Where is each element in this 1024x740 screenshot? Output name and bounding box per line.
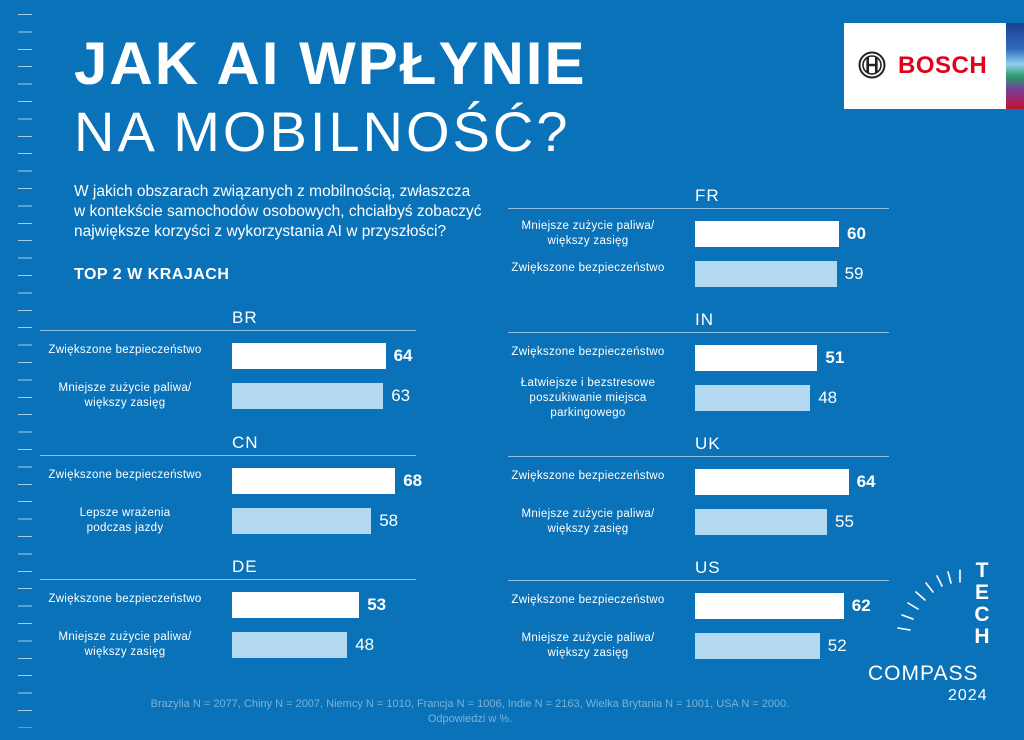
bar-value-label: 64	[856, 472, 876, 491]
question-line-3: największe korzyści z wykorzystania AI w…	[74, 223, 447, 240]
survey-question: W jakich obszarach związanych z mobilnoś…	[74, 182, 504, 242]
tech-letter-t: T	[975, 559, 989, 582]
question-line-2: w kontekście samochodów osobowych, chcia…	[74, 203, 482, 220]
bar-value-label: 60	[847, 224, 866, 243]
tech-letter-e: E	[974, 581, 989, 604]
bar	[232, 592, 360, 618]
bar-value-label: 62	[851, 596, 871, 615]
bar-label: Mniejsze zużycie paliwa/większy zasięg	[58, 631, 192, 658]
brand-color-stripe	[1006, 23, 1024, 109]
bar-label: Zwiększone bezpieczeństwo	[48, 592, 202, 605]
bar-label: Zwiększone bezpieczeństwo	[511, 593, 665, 606]
bar-label: Mniejsze zużycie paliwa/większy zasięg	[521, 508, 655, 535]
bar	[232, 383, 384, 409]
footnote-sample-sizes: Brazylia N = 2077, Chiny N = 2007, Niemc…	[150, 698, 790, 710]
bar-label: Łatwiejsze i bezstresowe poszukiwanie mie…	[520, 376, 656, 419]
panel-divider	[508, 456, 889, 457]
bar	[695, 345, 818, 371]
bar-value-label: 52	[827, 636, 847, 655]
compass-dial-icon	[897, 569, 961, 631]
country-code-us: US	[695, 558, 721, 577]
panel-divider	[40, 455, 416, 456]
footnote: Brazylia N = 2077, Chiny N = 2007, Niemc…	[90, 697, 850, 727]
panel-divider	[40, 579, 416, 580]
panel-divider	[508, 580, 889, 581]
country-code-in: IN	[695, 310, 714, 329]
bar-label: Mniejsze zużycie paliwa/większy zasięg	[58, 382, 192, 409]
bar	[695, 261, 837, 287]
bar-label: Zwiększone bezpieczeństwo	[48, 468, 202, 481]
bar-label: Mniejsze zużycie paliwa/większy zasięg	[521, 220, 655, 247]
bar-value-label: 48	[355, 635, 375, 654]
panel-divider	[508, 208, 889, 209]
footnote-units: Odpowiedzi w %.	[427, 713, 513, 725]
bar	[232, 468, 396, 494]
title-line-2: NA MOBILNOŚĆ?	[74, 100, 571, 163]
compass-wordmark: COMPASS	[868, 662, 979, 685]
bar-value-label: 63	[391, 386, 411, 405]
bar-label: Mniejsze zużycie paliwa/większy zasięg	[521, 632, 655, 659]
left-tick-ruler	[18, 14, 32, 728]
country-code-de: DE	[232, 557, 258, 576]
title-line-1: JAK AI WPŁYNIE	[74, 30, 587, 97]
country-code-br: BR	[232, 308, 258, 327]
bar	[695, 221, 839, 247]
tech-letter-c: C	[974, 603, 990, 626]
bar-value-label: 53	[367, 595, 387, 614]
bar-label: Zwiększone bezpieczeństwo	[511, 469, 665, 482]
bar-value-label: 48	[818, 388, 838, 407]
bar-label: Lepsze wrażenia podczas jazdy	[79, 507, 171, 534]
bar-value-label: 55	[835, 512, 854, 531]
section-heading: TOP 2 W KRAJACH	[74, 266, 230, 283]
tech-letter-h: H	[974, 625, 990, 648]
bar	[695, 593, 844, 619]
bar	[695, 385, 811, 411]
question-line-1: W jakich obszarach związanych z mobilnoś…	[74, 183, 471, 200]
bar	[695, 469, 849, 495]
tech-wordmark: T E C H	[971, 560, 993, 648]
bar-value-label: 51	[825, 348, 845, 367]
bar	[695, 633, 820, 659]
bar	[695, 509, 827, 535]
bosch-armature-icon	[858, 51, 886, 79]
bar	[232, 343, 386, 369]
country-code-uk: UK	[695, 434, 721, 453]
bar-value-label: 68	[403, 471, 423, 490]
bar-value-label: 58	[379, 511, 399, 530]
bar	[232, 632, 348, 658]
brand-wordmark: BOSCH	[898, 52, 988, 79]
country-code-cn: CN	[232, 433, 259, 452]
bar-value-label: 59	[844, 264, 864, 283]
edition-year: 2024	[948, 687, 988, 704]
panel-divider	[508, 332, 889, 333]
bar-value-label: 64	[393, 346, 413, 365]
country-code-fr: FR	[695, 186, 720, 205]
bar	[232, 508, 372, 534]
bar-label: Zwiększone bezpieczeństwo	[48, 343, 202, 356]
bar-label: Zwiększone bezpieczeństwo	[511, 261, 665, 274]
panel-divider	[40, 330, 416, 331]
bar-label: Zwiększone bezpieczeństwo	[511, 345, 665, 358]
